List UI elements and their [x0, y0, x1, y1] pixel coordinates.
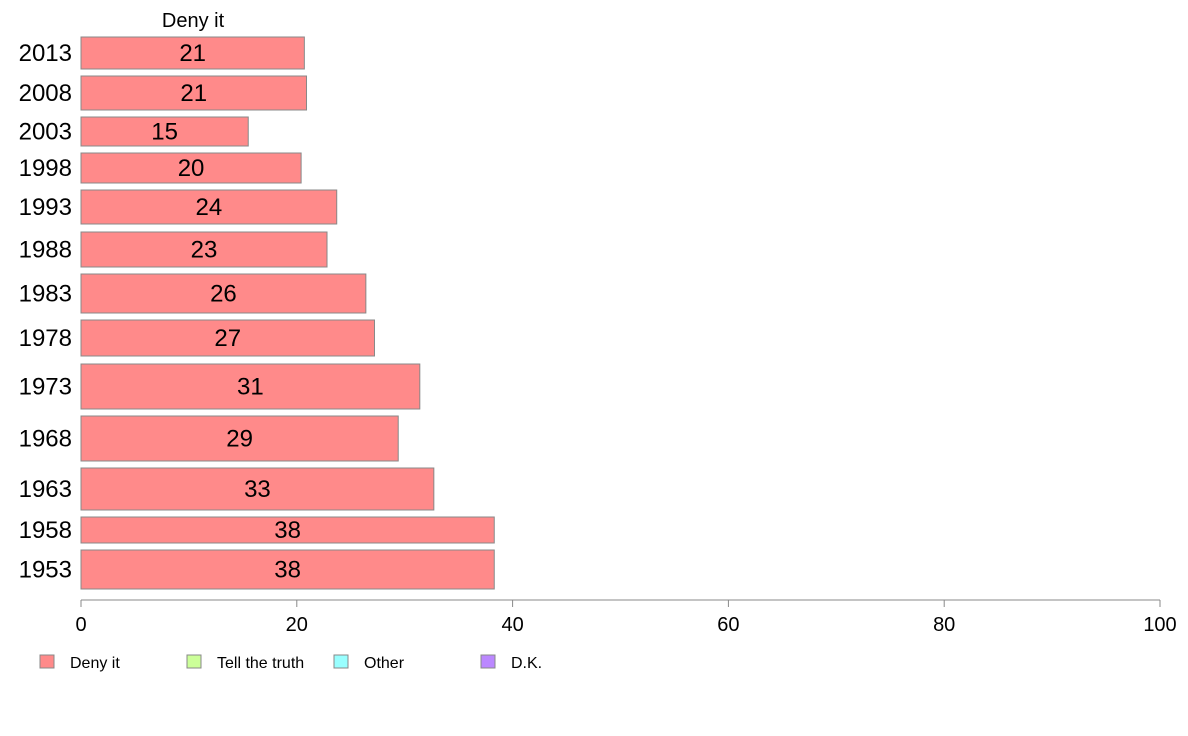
bar-1973 [80, 363, 421, 410]
data-label-1988: 23 [191, 237, 218, 264]
legend-swatch-d-k [480, 654, 496, 669]
data-label-2003: 15 [151, 119, 178, 146]
legend-swatch-tell-the-truth [186, 654, 202, 669]
legend-label-deny-it: Deny it [70, 655, 120, 672]
legend-label-d-k: D.K. [511, 655, 542, 672]
bar-1953 [80, 549, 495, 590]
bar-2008 [80, 75, 308, 111]
legend-label-tell-the-truth: Tell the truth [217, 655, 304, 672]
category-label-2008: 2008 [19, 80, 72, 107]
category-label-1998: 1998 [19, 155, 72, 182]
legend-swatch-other [333, 654, 349, 669]
x-tick-label-20: 20 [286, 614, 308, 636]
category-label-1988: 1988 [19, 237, 72, 264]
x-tick-label-80: 80 [933, 614, 955, 636]
category-label-1978: 1978 [19, 325, 72, 352]
data-label-1958: 38 [274, 517, 301, 544]
x-tick-label-100: 100 [1143, 614, 1176, 636]
category-label-1963: 1963 [19, 476, 72, 503]
legend-swatch-deny-it [39, 654, 55, 669]
legend: Deny it Tell the truth Other D.K. [39, 654, 542, 672]
data-label-2008: 21 [180, 80, 207, 107]
data-label-1953: 38 [274, 557, 301, 584]
chart-title: Deny it [162, 10, 225, 32]
data-label-2013: 21 [179, 40, 206, 67]
bar-1963 [80, 467, 435, 511]
x-axis: 0 20 40 60 80 100 [75, 599, 1177, 636]
category-label-1983: 1983 [19, 281, 72, 308]
category-label-1958: 1958 [19, 517, 72, 544]
data-label-1968: 29 [226, 426, 253, 453]
x-tick-label-60: 60 [717, 614, 739, 636]
bar-1978 [80, 319, 375, 357]
category-label-1953: 1953 [19, 557, 72, 584]
category-label-1973: 1973 [19, 374, 72, 401]
bar-1968 [80, 415, 399, 462]
bar-1958 [80, 516, 495, 544]
category-label-2003: 2003 [19, 119, 72, 146]
data-label-1973: 31 [237, 374, 264, 401]
category-label-1968: 1968 [19, 426, 72, 453]
data-label-1998: 20 [178, 155, 205, 182]
bar-1988 [80, 231, 328, 268]
legend-label-other: Other [364, 655, 405, 672]
data-label-1983: 26 [210, 281, 237, 308]
category-label-2013: 2013 [19, 40, 72, 67]
bar-1993 [80, 189, 338, 225]
x-tick-label-40: 40 [501, 614, 523, 636]
bar-2013 [80, 36, 305, 70]
bars-layer: 2013 21 2008 21 2003 15 1998 20 1993 24 1988 23 1983… [19, 36, 495, 590]
bar-2003 [80, 116, 249, 147]
bar-1983 [80, 273, 367, 314]
data-label-1993: 24 [196, 194, 223, 221]
data-label-1978: 27 [214, 325, 241, 352]
data-label-1963: 33 [244, 476, 271, 503]
x-tick-label-0: 0 [75, 614, 86, 636]
bar-1998 [80, 152, 302, 184]
category-label-1993: 1993 [19, 194, 72, 221]
